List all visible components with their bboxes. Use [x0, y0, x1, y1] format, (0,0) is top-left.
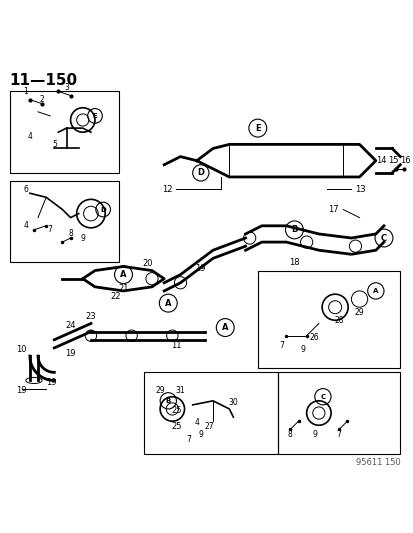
Text: 2: 2: [40, 95, 44, 104]
Text: 10: 10: [17, 345, 27, 354]
Text: 27: 27: [204, 422, 213, 431]
Text: 6: 6: [23, 184, 28, 193]
Text: 4: 4: [23, 221, 28, 230]
Text: 31: 31: [175, 386, 185, 394]
Text: 19: 19: [17, 386, 27, 394]
Text: E: E: [93, 113, 97, 119]
Text: 12: 12: [161, 184, 172, 193]
Text: A: A: [120, 270, 126, 279]
Text: A: A: [221, 323, 228, 332]
Text: 9: 9: [299, 345, 304, 354]
Text: A: A: [372, 288, 377, 294]
Text: D: D: [197, 168, 204, 177]
Text: 4: 4: [194, 418, 199, 427]
Text: 1: 1: [24, 87, 28, 96]
Text: 19: 19: [65, 349, 76, 358]
Text: 7: 7: [47, 225, 52, 235]
Text: 8: 8: [68, 229, 73, 238]
Text: 8: 8: [287, 431, 292, 439]
Text: 9: 9: [198, 431, 203, 439]
Text: 4: 4: [27, 132, 32, 141]
Bar: [9, 92, 119, 173]
Text: 7: 7: [336, 431, 341, 439]
Text: 7: 7: [186, 434, 190, 443]
Text: 28: 28: [334, 317, 343, 326]
Text: 11: 11: [171, 341, 181, 350]
Text: 29: 29: [354, 309, 363, 317]
Text: 23: 23: [85, 312, 96, 321]
Text: D: D: [100, 206, 106, 213]
Text: A: A: [165, 298, 171, 308]
Text: 25: 25: [171, 422, 181, 431]
Text: 7: 7: [279, 341, 284, 350]
Text: 19: 19: [195, 264, 206, 272]
Bar: [257, 271, 399, 368]
Text: 26: 26: [309, 333, 319, 342]
Text: 21: 21: [118, 284, 128, 293]
Text: 13: 13: [355, 184, 365, 193]
Text: 24: 24: [65, 320, 76, 329]
Text: 17: 17: [328, 205, 338, 214]
Text: E: E: [254, 124, 260, 133]
Text: 15: 15: [387, 156, 398, 165]
Text: 9: 9: [311, 431, 316, 439]
Text: C: C: [320, 394, 325, 400]
Text: 18: 18: [288, 259, 299, 268]
Text: C: C: [380, 233, 386, 243]
Text: 19: 19: [46, 377, 57, 386]
Text: 14: 14: [375, 156, 385, 165]
Text: 16: 16: [399, 156, 410, 165]
Text: 29: 29: [155, 386, 164, 394]
Text: 30: 30: [228, 398, 238, 407]
Text: 95611 150: 95611 150: [355, 458, 399, 467]
Text: 11—150: 11—150: [9, 73, 78, 88]
Text: B: B: [291, 225, 297, 235]
Text: 25: 25: [171, 406, 181, 415]
Text: 5: 5: [52, 140, 57, 149]
Text: 3: 3: [64, 83, 69, 92]
Bar: [143, 373, 278, 454]
Text: 22: 22: [110, 292, 120, 301]
Text: 20: 20: [142, 260, 153, 269]
Text: B: B: [165, 398, 171, 404]
Text: 9: 9: [80, 233, 85, 243]
Bar: [9, 181, 119, 262]
Bar: [278, 373, 399, 454]
